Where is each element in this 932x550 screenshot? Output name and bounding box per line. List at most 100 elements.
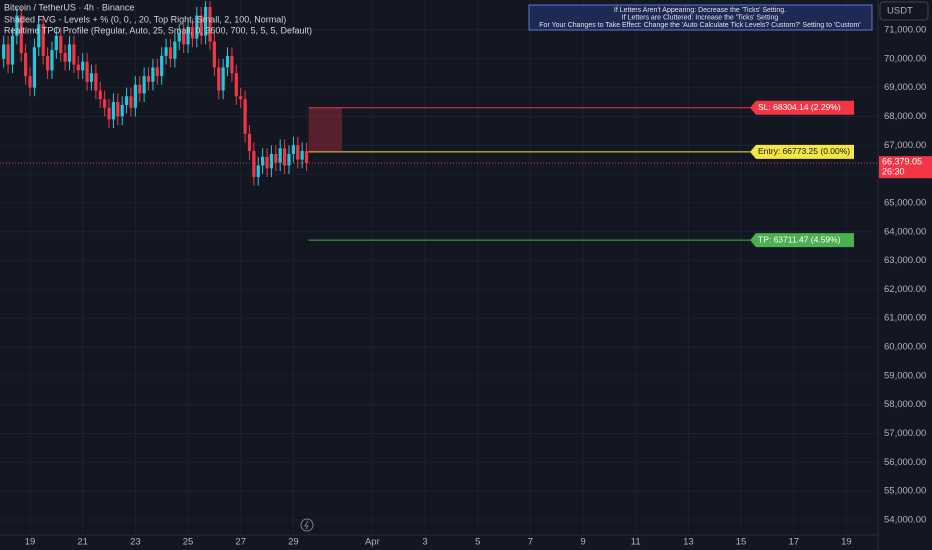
replay-icon[interactable] (300, 518, 314, 532)
candle-body (243, 99, 247, 134)
y-tick-label: 54,000.00 (884, 515, 926, 526)
x-tick-label: 27 (235, 537, 246, 548)
x-tick-label: 17 (788, 537, 799, 548)
candle-body (256, 165, 260, 177)
notice-line: If Letters are Cluttered: Increase the '… (622, 14, 779, 21)
overlay: If Letters Aren't Appearing: Decrease th… (4, 1, 929, 532)
x-tick-label: 11 (631, 537, 641, 548)
candle-body (151, 67, 155, 82)
candle-body (265, 156, 269, 169)
currency[interactable]: USDT (887, 6, 913, 17)
candle-body (182, 32, 186, 45)
y-tick-label: 62,000.00 (884, 284, 926, 295)
trade-level-tag (750, 233, 854, 248)
candle-body (225, 55, 230, 68)
x-tick-label: 21 (77, 537, 88, 548)
candle-body (160, 55, 164, 77)
candle-body (269, 153, 274, 169)
x-tick-label: 19 (25, 537, 36, 548)
candle-body (177, 32, 181, 42)
notice-box (528, 4, 873, 31)
trade-level-label: Entry: 66773.25 (0.00%) (758, 146, 850, 156)
candle-body (81, 61, 85, 71)
candle-body (85, 61, 89, 82)
candle-body (252, 151, 256, 177)
candle-body (15, 15, 19, 36)
candle-body (107, 107, 111, 120)
candle-body (50, 50, 54, 71)
candle-body (304, 151, 309, 164)
notice-line: For Your Changes to Take Effect: Change … (539, 22, 860, 29)
candle-body (72, 44, 76, 65)
x-tick-label: 13 (683, 537, 694, 548)
y-tick-label: 56,000.00 (884, 457, 926, 468)
candle-body (32, 47, 37, 88)
candle-body (230, 55, 234, 74)
currency-box[interactable] (879, 1, 929, 21)
candle-body (278, 148, 282, 163)
indicator-legend: Realtime TPO Profile (Regular, Auto, 25,… (4, 25, 312, 35)
x-tick-label: 25 (183, 537, 194, 548)
candle-body (138, 84, 142, 94)
y-tick-label: 69,000.00 (884, 82, 926, 93)
candle-body (133, 84, 137, 108)
x-tick-label: Apr (365, 537, 380, 548)
y-tick-label: 58,000.00 (884, 399, 926, 410)
y-tick-label: 55,000.00 (884, 486, 926, 497)
candle-body (41, 24, 45, 56)
candle-body (173, 41, 177, 59)
candle-body (155, 67, 159, 77)
y-tick-label: 68,000.00 (884, 111, 926, 122)
y-tick-label: 57,000.00 (884, 428, 926, 439)
candle-body (282, 148, 287, 166)
candle-body (59, 35, 63, 54)
candle-body (168, 47, 173, 59)
candle-body (10, 35, 15, 65)
candle-body (291, 145, 295, 154)
y-tick-label: 65,000.00 (884, 197, 926, 208)
x-tick-label: 5 (475, 537, 480, 548)
notice-line: If Letters Aren't Appearing: Decrease th… (614, 7, 786, 14)
candle-body (300, 151, 304, 160)
candle-body (129, 96, 133, 108)
y-tick-label: 64,000.00 (884, 226, 926, 237)
candle-body (261, 156, 265, 166)
candle-body (146, 76, 151, 82)
trade-level-label: TP: 63711.47 (4.59%) (758, 234, 841, 244)
risk-zone (308, 107, 342, 152)
candle-body (142, 76, 146, 94)
candle-body (247, 133, 252, 152)
x-tick-label: 23 (130, 537, 141, 548)
candle-body (203, 6, 208, 36)
y-tick-label: 70,000.00 (884, 53, 926, 64)
candle-body (190, 27, 195, 39)
candle-body (6, 44, 10, 65)
x-tick-label: 7 (528, 537, 533, 548)
candle-body (19, 15, 23, 54)
candle-body (164, 47, 168, 56)
x-tick-label: 9 (580, 537, 585, 548)
candle-body (234, 73, 238, 97)
candle-body (208, 6, 212, 42)
candle-body (287, 153, 291, 166)
candle-body (89, 73, 94, 82)
candle-body (296, 145, 300, 160)
candle-body (116, 102, 120, 117)
trade-level-tag (750, 100, 854, 115)
candle-body (217, 67, 221, 91)
y-tick-label: 60,000.00 (884, 342, 926, 353)
trade-level-label: SL: 68304.14 (2.29%) (758, 102, 841, 112)
candle-body (274, 153, 278, 163)
countdown: 26:30 (882, 167, 905, 177)
y-tick-label: 61,000.00 (884, 313, 926, 324)
candle-body (28, 76, 32, 88)
candle-body (103, 99, 107, 108)
candle-body (239, 96, 243, 100)
candle-body (37, 24, 41, 48)
candle-body (2, 44, 6, 59)
candle-body (124, 96, 129, 105)
replay-icon-bolt (304, 520, 309, 530)
trade-level-tag (750, 144, 854, 159)
